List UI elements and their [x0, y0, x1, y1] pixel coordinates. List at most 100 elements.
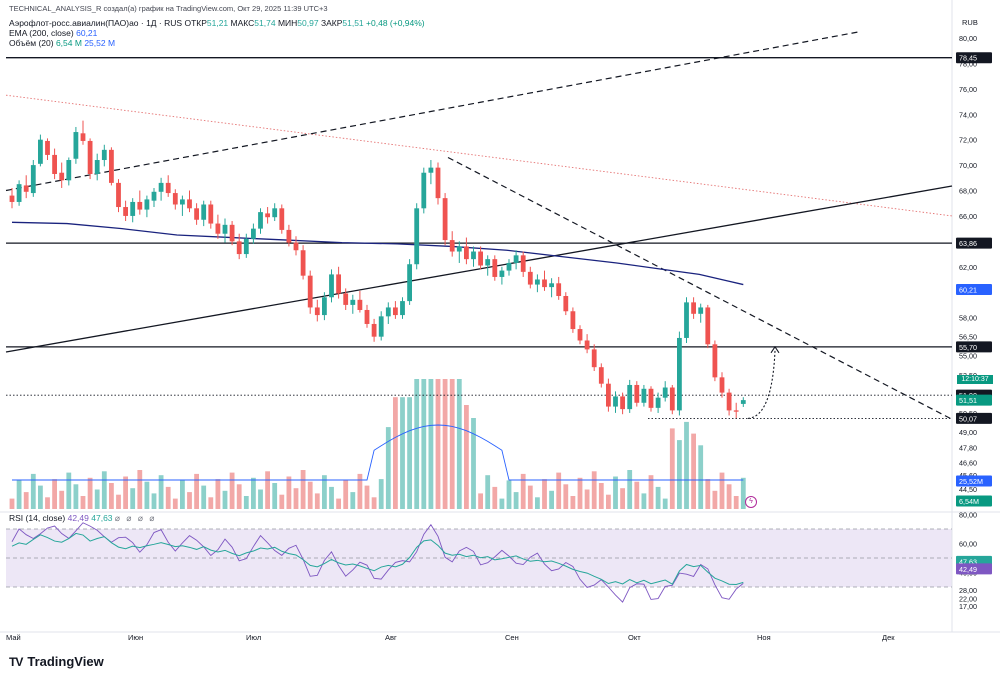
candle	[265, 207, 270, 224]
volume-bar	[215, 479, 221, 509]
volume-bar	[691, 433, 696, 509]
falling-trendline	[447, 156, 953, 420]
candle-body	[677, 337, 682, 411]
candle-body	[94, 160, 100, 174]
volume-bar	[435, 379, 441, 509]
candle-body	[130, 201, 136, 216]
symbol-name[interactable]: Аэрофлот-росс.авиалин(ПАО)ао · 1Д · RUS	[9, 18, 183, 28]
candle	[606, 378, 611, 412]
candle	[243, 233, 249, 258]
volume-bar	[677, 440, 682, 509]
candle-body	[698, 307, 704, 314]
visibility-eye-icons[interactable]: ⌀ ⌀ ⌀ ⌀	[114, 513, 157, 523]
candle-body	[378, 316, 384, 337]
high-label: МАКС	[230, 18, 255, 28]
volume-bar	[165, 486, 171, 509]
candle-body	[712, 344, 718, 378]
volume-bar	[109, 483, 114, 509]
candle-body	[201, 204, 207, 220]
candle-body	[30, 165, 36, 194]
volume-bar	[258, 489, 263, 509]
candle-body	[307, 275, 313, 308]
volume-legend[interactable]: Объём (20) 6,54 M 25,52 M	[9, 38, 115, 48]
candle	[87, 138, 93, 180]
volume-bar	[669, 428, 675, 509]
candle-body	[428, 167, 434, 173]
volume-ma-value: 25,52 M	[84, 38, 116, 48]
candle-body	[52, 154, 57, 174]
candle-body	[513, 255, 519, 263]
volume-bar	[336, 498, 341, 509]
candle	[165, 175, 171, 197]
price-tick-label: 56,50	[959, 333, 977, 342]
candle	[130, 198, 136, 223]
time-axis-label: Сен	[505, 633, 519, 642]
tradingview-brand[interactable]: TV TradingView	[9, 654, 104, 669]
candle	[691, 297, 696, 319]
candle-body	[272, 208, 278, 218]
candle	[407, 259, 412, 305]
candle	[520, 251, 526, 277]
currency-label[interactable]: RUB	[962, 18, 978, 27]
candle	[492, 255, 498, 281]
lightning-icon[interactable]: ϟ	[745, 496, 757, 508]
rsi-tick-label: 60,00	[959, 540, 977, 549]
open-label: ОТКР	[184, 18, 207, 28]
candle	[449, 231, 455, 257]
volume-bar	[80, 496, 86, 509]
volume-bar	[322, 475, 327, 509]
candle-body	[641, 388, 647, 403]
volume-bar	[201, 485, 207, 509]
volume-bar	[634, 481, 640, 509]
candle	[485, 255, 491, 276]
rsi-legend[interactable]: RSI (14, close) 42,49 47,63 ⌀ ⌀ ⌀ ⌀	[9, 513, 156, 524]
candle	[201, 200, 207, 227]
price-label-badge: 50,07	[956, 412, 992, 424]
price-label-text: 60,21	[959, 286, 977, 295]
rsi-badge-text: 42,49	[959, 565, 977, 574]
candle	[137, 190, 143, 215]
candle-body	[669, 387, 675, 411]
candle	[464, 237, 469, 265]
candle	[655, 392, 661, 413]
candle	[719, 372, 725, 398]
candle-body	[577, 329, 583, 341]
volume-bar	[180, 480, 185, 509]
volume-bar	[464, 405, 469, 509]
candle-body	[229, 224, 235, 242]
candle-body	[144, 199, 150, 210]
candle	[414, 203, 420, 270]
volume-bar	[407, 397, 412, 509]
candle-body	[151, 191, 157, 201]
ema-legend[interactable]: EMA (200, close) 60,21	[9, 28, 97, 38]
volume-bar	[577, 477, 583, 509]
price-label-text: 50,07	[959, 414, 977, 423]
candle	[151, 187, 157, 208]
candle	[23, 175, 29, 199]
candle-body	[570, 311, 576, 330]
volume-bar	[144, 481, 150, 509]
candle-body	[662, 387, 668, 398]
candle-body	[520, 255, 526, 272]
volume-bar	[236, 484, 242, 509]
volume-bar	[726, 484, 732, 509]
price-label-bg	[956, 341, 992, 353]
volume-bar	[584, 489, 590, 509]
candle-body	[23, 185, 29, 192]
candle	[229, 221, 235, 246]
candle	[59, 162, 65, 188]
candle	[563, 292, 569, 316]
bar-countdown-timer: 12:10:37	[957, 375, 993, 384]
candle-body	[385, 307, 391, 317]
candle	[435, 162, 441, 205]
candle	[677, 331, 682, 416]
candle	[513, 250, 519, 270]
price-tick-label: 70,00	[959, 161, 977, 170]
long-downtrend-line	[5, 94, 953, 217]
candle	[286, 224, 292, 247]
volume-bar	[471, 418, 476, 509]
brand-name: TradingView	[27, 654, 104, 669]
volume-bar	[265, 471, 270, 509]
candle	[343, 288, 349, 310]
